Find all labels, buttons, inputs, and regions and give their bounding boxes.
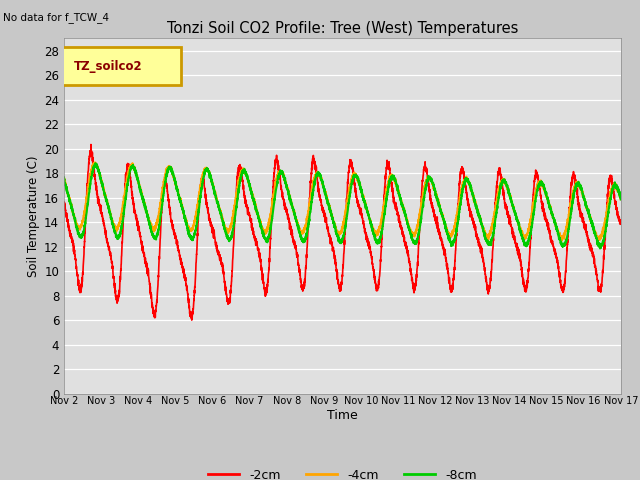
Title: Tonzi Soil CO2 Profile: Tree (West) Temperatures: Tonzi Soil CO2 Profile: Tree (West) Temp…: [166, 21, 518, 36]
FancyBboxPatch shape: [61, 47, 181, 84]
Text: No data for f_TCW_4: No data for f_TCW_4: [3, 12, 109, 23]
Y-axis label: Soil Temperature (C): Soil Temperature (C): [27, 155, 40, 277]
X-axis label: Time: Time: [327, 409, 358, 422]
Legend: -2cm, -4cm, -8cm: -2cm, -4cm, -8cm: [204, 464, 481, 480]
Text: TZ_soilco2: TZ_soilco2: [74, 60, 143, 72]
